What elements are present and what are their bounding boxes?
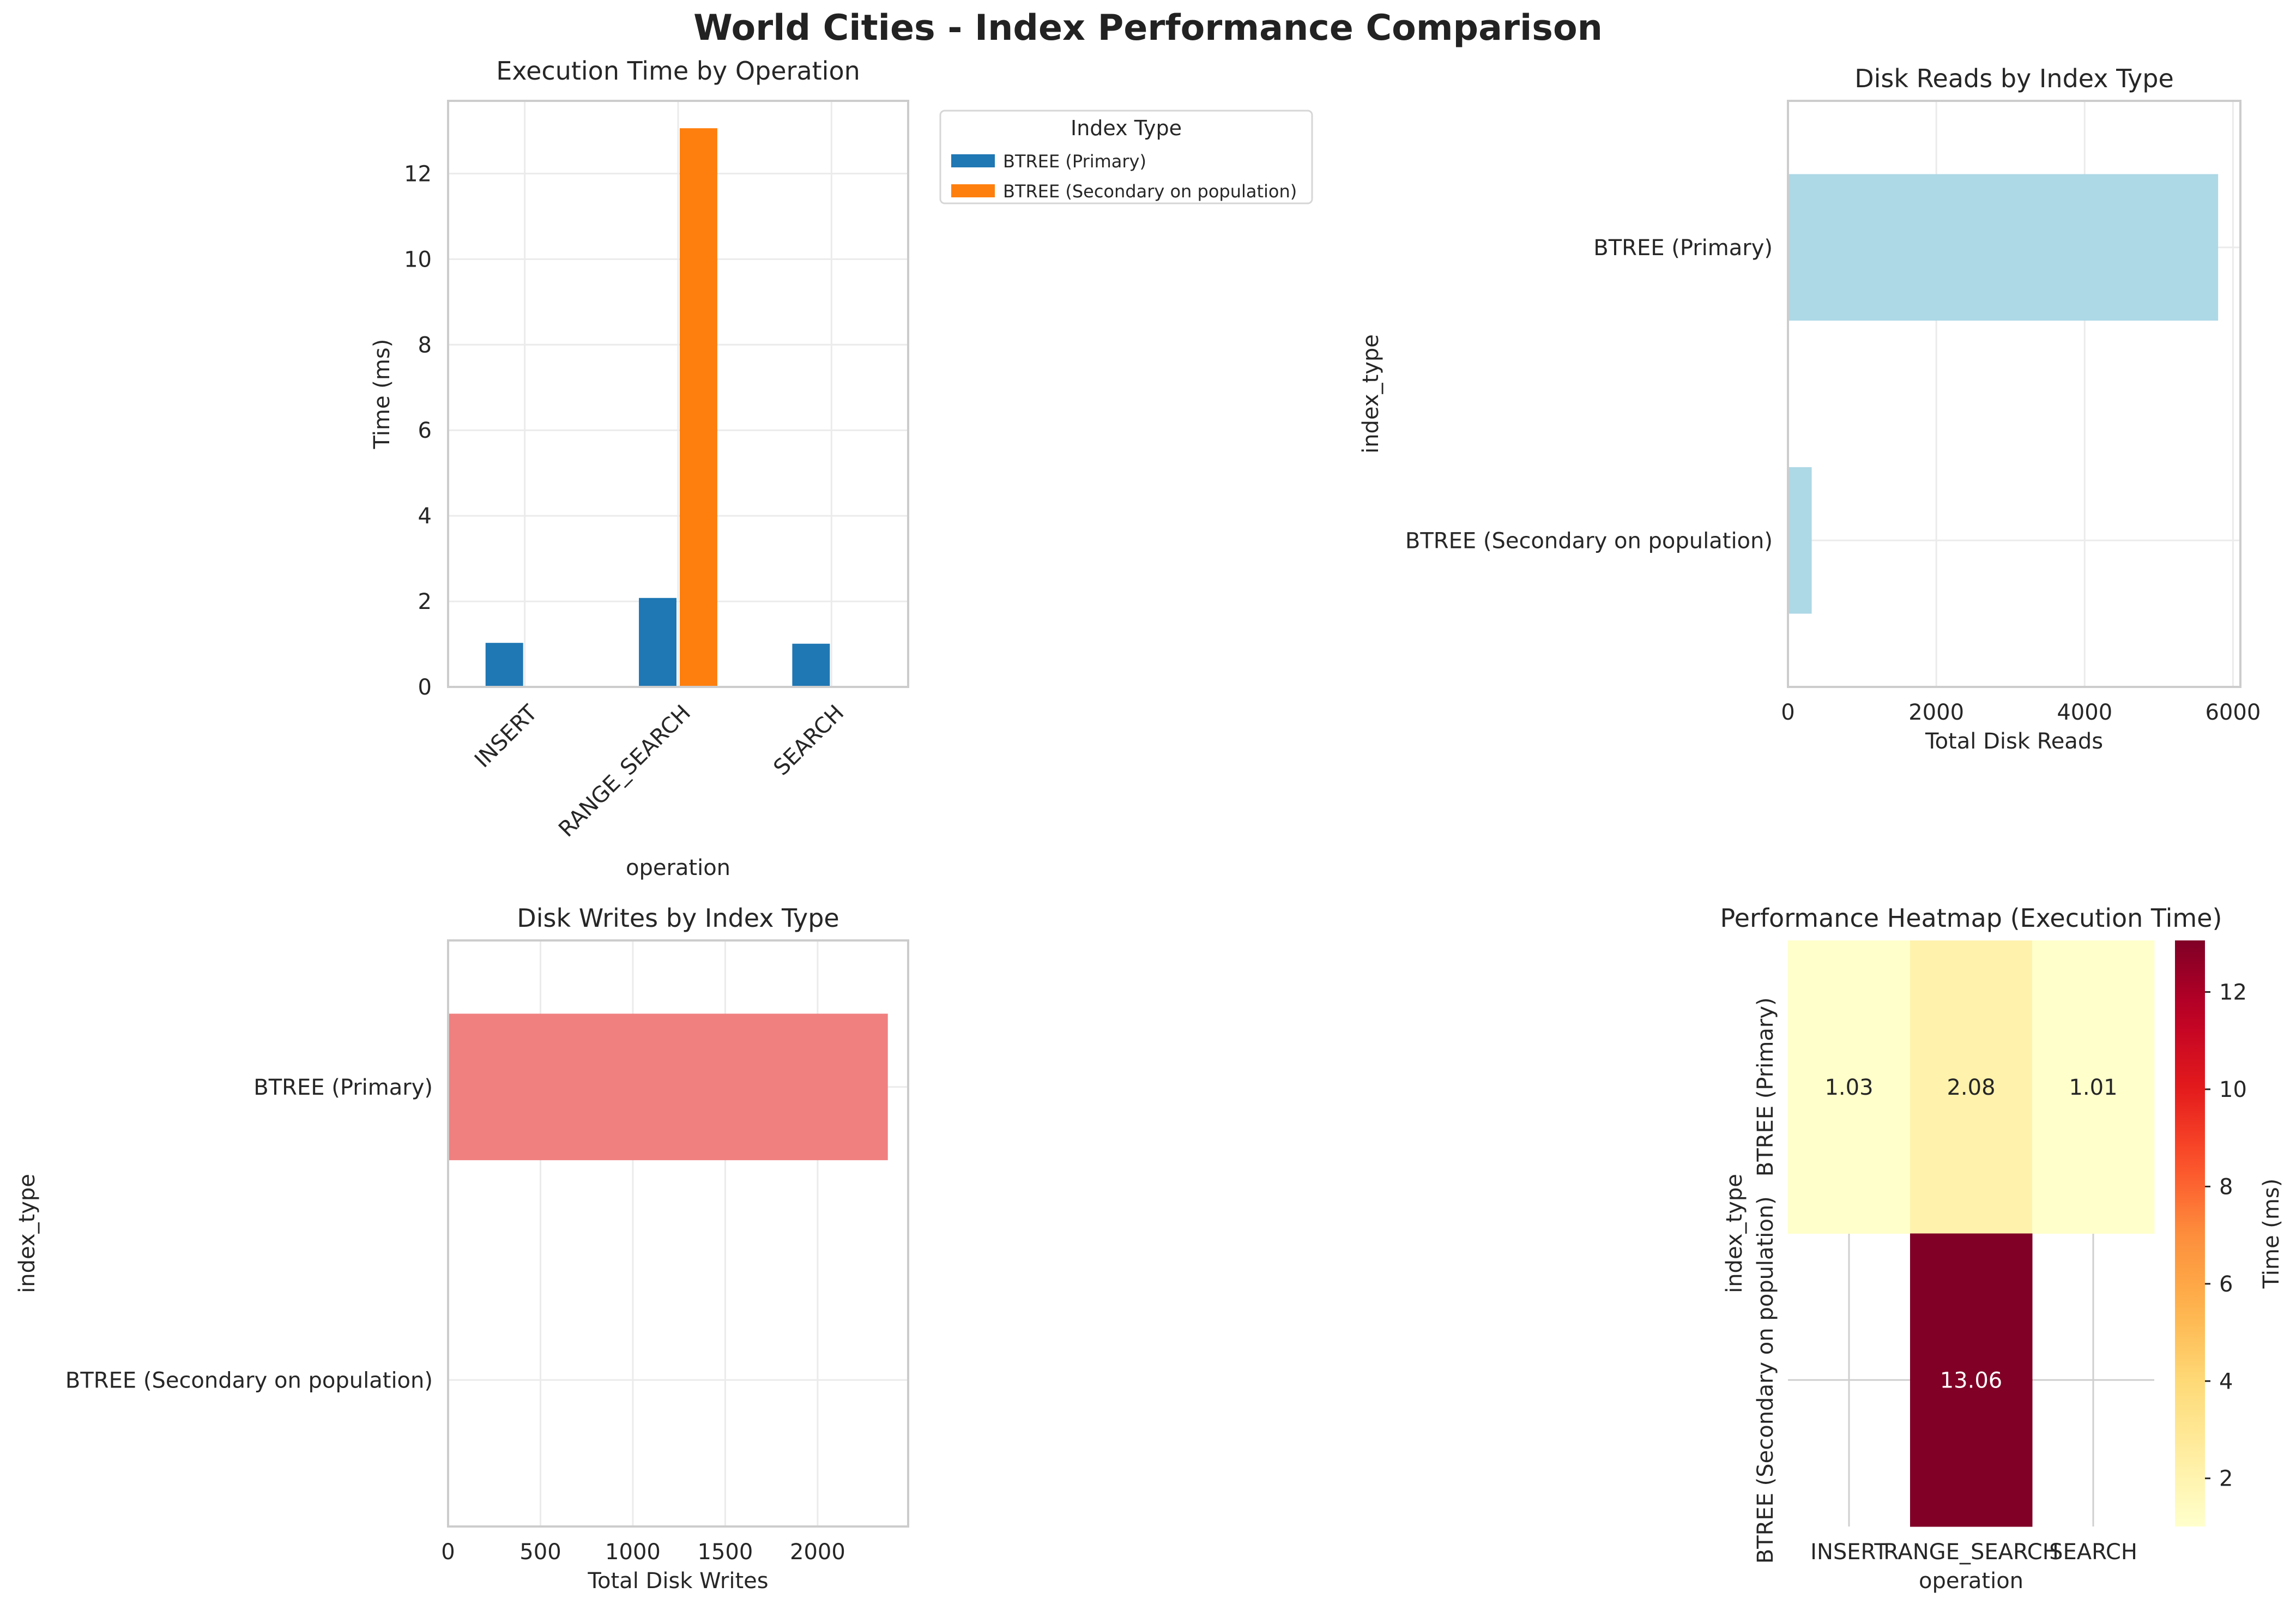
x-tick-label: 500 <box>519 1540 561 1565</box>
y-tick-label: BTREE (Primary) <box>1593 236 1773 261</box>
legend-label: BTREE (Primary) <box>1003 151 1146 172</box>
colorbar-tick-label: 8 <box>2219 1174 2233 1199</box>
y-tick-label: 4 <box>418 504 432 529</box>
x-tick-label: SEARCH <box>769 701 849 781</box>
y-axis-label: index_type <box>15 1174 40 1293</box>
y-axis-label: Time (ms) <box>370 339 395 450</box>
y-tick-label: 0 <box>418 675 432 700</box>
x-tick-label: RANGE_SEARCH <box>554 701 696 842</box>
y-tick-label: 6 <box>418 418 432 443</box>
y-axis-label: index_type <box>1358 334 1383 454</box>
y-tick-label: BTREE (Primary) <box>253 1075 433 1100</box>
colorbar-tick-label: 6 <box>2219 1272 2233 1297</box>
heatmap-annotation: 13.06 <box>1940 1368 2003 1393</box>
y-tick-label: 10 <box>404 247 432 272</box>
exec-time-bar <box>792 643 830 687</box>
colorbar-tick-label: 10 <box>2219 1077 2247 1102</box>
x-tick-label: INSERT <box>1810 1540 1888 1565</box>
y-tick-label: 12 <box>404 161 432 186</box>
legend-title: Index Type <box>1071 116 1182 140</box>
x-tick-label: 1000 <box>605 1540 661 1565</box>
colorbar <box>2175 940 2205 1526</box>
x-tick-label: 4000 <box>2057 700 2112 725</box>
legend-swatch <box>951 154 995 167</box>
exec-time-bar <box>680 128 717 687</box>
x-tick-label: 2000 <box>1908 700 1964 725</box>
x-axis-label: Total Disk Writes <box>587 1568 768 1594</box>
colorbar-tick-label: 4 <box>2219 1369 2233 1394</box>
subplot-title: Performance Heatmap (Execution Time) <box>1720 903 2222 933</box>
x-tick-label: RANGE_SEARCH <box>1883 1540 2059 1565</box>
horizontal-bar <box>1788 174 2219 321</box>
axes-frame <box>447 939 909 1528</box>
subplot-title: Disk Writes by Index Type <box>517 903 839 933</box>
y-axis-label: index_type <box>1722 1174 1747 1293</box>
horizontal-bar <box>1788 467 1812 614</box>
legend-box <box>939 110 1313 204</box>
heatmap-cell <box>1788 940 1911 1234</box>
exec-time-bar <box>485 643 523 687</box>
y-tick-label: BTREE (Primary) <box>1753 997 1778 1176</box>
heatmap-cell <box>1910 940 2033 1234</box>
x-axis-label: operation <box>1919 1568 2023 1594</box>
axes-frame <box>447 100 909 688</box>
x-tick-label: 6000 <box>2205 700 2261 725</box>
x-axis-label: Total Disk Reads <box>1925 729 2103 754</box>
heatmap-annotation: 2.08 <box>1947 1075 1995 1100</box>
colorbar-tick-label: 2 <box>2219 1467 2233 1492</box>
x-tick-label: 0 <box>1781 700 1794 725</box>
legend-swatch <box>951 184 995 197</box>
horizontal-bar <box>448 1013 888 1161</box>
axes-frame <box>1787 100 2241 688</box>
exec-time-bar <box>639 598 676 687</box>
x-tick-label: SEARCH <box>2049 1540 2137 1565</box>
subplot-title: Disk Reads by Index Type <box>1854 64 2174 93</box>
figure-title: World Cities - Index Performance Compari… <box>693 8 1603 49</box>
x-axis-label: operation <box>626 855 730 880</box>
legend-label: BTREE (Secondary on population) <box>1003 181 1297 202</box>
y-tick-label: 8 <box>418 333 432 358</box>
x-tick-label: 0 <box>441 1540 455 1565</box>
colorbar-tick-label: 12 <box>2219 980 2247 1005</box>
colorbar-label: Time (ms) <box>2259 1179 2284 1289</box>
subplot-title: Execution Time by Operation <box>496 56 860 86</box>
x-tick-label: 1500 <box>698 1540 753 1565</box>
x-tick-label: 2000 <box>790 1540 845 1565</box>
y-tick-label: BTREE (Secondary on population) <box>1753 1196 1778 1564</box>
y-tick-label: BTREE (Secondary on population) <box>1405 528 1773 553</box>
heatmap-annotation: 1.03 <box>1824 1075 1873 1100</box>
x-tick-label: INSERT <box>470 700 542 773</box>
heatmap-cell <box>1910 1233 2033 1527</box>
y-tick-label: 2 <box>418 589 432 614</box>
y-tick-label: BTREE (Secondary on population) <box>65 1368 433 1393</box>
heatmap-cell <box>2032 940 2155 1234</box>
heatmap-annotation: 1.01 <box>2069 1075 2117 1100</box>
